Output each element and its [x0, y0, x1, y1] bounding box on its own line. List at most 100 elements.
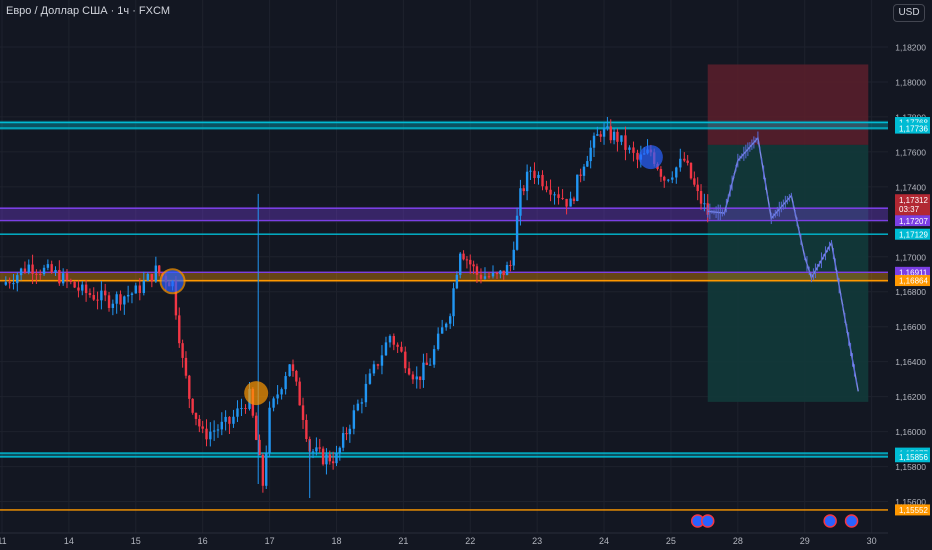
candle-body [502, 270, 505, 276]
candle-body [589, 147, 592, 162]
candle-body [258, 439, 261, 455]
candle-body [572, 198, 576, 201]
candle-body [679, 158, 682, 168]
marker-blue-right [638, 145, 663, 170]
candle-body [142, 280, 146, 293]
candle-body [284, 376, 287, 390]
candle-body [123, 296, 126, 305]
candle-body [209, 431, 212, 440]
candle-body [272, 398, 275, 408]
candle-body [545, 186, 548, 190]
x-tick-label: 30 [867, 536, 877, 546]
candle-body [12, 283, 15, 285]
candle-body [479, 274, 483, 279]
candle-body [42, 267, 46, 275]
y-tick-label: 1,16600 [895, 322, 926, 332]
economic-event-icon [823, 514, 837, 528]
candle-body [396, 344, 399, 347]
y-tick-label: 1,16400 [895, 357, 926, 367]
candle-body [606, 126, 609, 129]
candle-body [483, 276, 487, 279]
candle-body [65, 273, 69, 281]
candle-body [384, 342, 388, 356]
candle-body [671, 177, 674, 180]
currency-button[interactable]: USD [893, 4, 925, 22]
level-price-label [895, 117, 930, 129]
candle-body [469, 259, 472, 265]
y-tick-label: 1,16800 [895, 287, 926, 297]
candle-body [459, 253, 462, 275]
candle-body [512, 249, 515, 266]
y-tick-label: 1,17600 [895, 147, 926, 157]
candle-body [261, 454, 265, 486]
candle-body [667, 179, 670, 181]
candle-body [428, 364, 432, 366]
x-tick-label: 24 [599, 536, 609, 546]
candle-body [612, 131, 616, 141]
candle-body [4, 282, 8, 285]
candle-body [452, 288, 455, 317]
candle-body [505, 265, 509, 276]
y-tick-label: 1,17000 [895, 252, 926, 262]
candle-body [181, 343, 184, 358]
candle-body [599, 134, 602, 137]
candle-body [689, 162, 693, 179]
candle-body [311, 451, 315, 453]
candle-body [522, 188, 525, 192]
candle-body [541, 174, 544, 187]
candle-body [462, 253, 465, 260]
candle-body [8, 282, 11, 284]
candle-body [88, 293, 92, 296]
candle-body [276, 394, 279, 399]
candle-body [318, 447, 321, 449]
candle-body [220, 421, 223, 430]
candle-body [444, 323, 448, 328]
candle-body [61, 273, 65, 284]
candle-body [360, 402, 364, 404]
candle-body [46, 264, 50, 268]
candle-body [499, 270, 502, 275]
candle-body [224, 416, 227, 422]
x-tick-label: 16 [198, 536, 208, 546]
x-tick-label: 11 [0, 536, 7, 546]
x-tick-label: 15 [131, 536, 141, 546]
level-price-text: 1,15552 [899, 506, 928, 515]
candle-body [432, 349, 436, 365]
level-price-text: 1,17207 [899, 217, 928, 226]
x-tick-label: 14 [64, 536, 74, 546]
candle-body [663, 176, 666, 181]
candle-body [244, 408, 247, 410]
candle-body [407, 368, 411, 375]
x-tick-label: 21 [398, 536, 408, 546]
level-price-label [895, 228, 930, 240]
candle-body [107, 295, 111, 308]
candle-body [146, 273, 150, 281]
candle-body [348, 428, 352, 435]
candle-body [232, 416, 235, 424]
candle-body [335, 453, 338, 464]
candle-body [579, 174, 582, 176]
candle-body [236, 408, 239, 417]
candle-body [436, 333, 440, 350]
candle-body [345, 433, 348, 435]
candle-body [280, 389, 283, 395]
level-price-text: 1,16911 [899, 269, 928, 278]
candle-body [27, 264, 30, 273]
level-price-label [895, 122, 930, 134]
level-price-label [895, 215, 930, 227]
x-tick-label: 18 [331, 536, 341, 546]
support-band [0, 452, 888, 458]
candle-body [154, 265, 158, 282]
candle-body [472, 264, 475, 267]
candle-body [582, 166, 586, 176]
level-price-label [895, 266, 930, 278]
candle-body [609, 126, 612, 141]
marker-orange [244, 381, 269, 406]
candle-body [465, 259, 469, 261]
candle-body [201, 426, 204, 429]
candle-body [138, 285, 142, 293]
candle-body [602, 128, 606, 137]
candle-body [703, 203, 706, 205]
candle-body [305, 419, 308, 440]
